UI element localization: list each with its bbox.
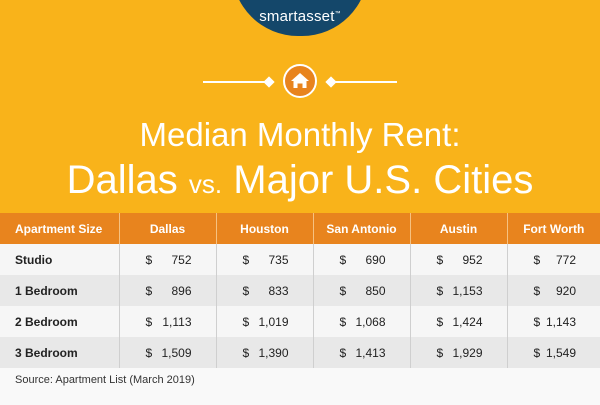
rent-cell: $1,068 bbox=[313, 306, 411, 337]
rent-value: 920 bbox=[555, 283, 576, 298]
title-line-1: Median Monthly Rent: bbox=[139, 116, 461, 153]
rent-value: 1,390 bbox=[258, 345, 289, 360]
currency-symbol: $ bbox=[242, 314, 250, 329]
rent-cell: $1,143 bbox=[507, 306, 600, 337]
source-note: Source: Apartment List (March 2019) bbox=[15, 374, 195, 386]
rent-value: 1,413 bbox=[355, 345, 386, 360]
rent-value: 833 bbox=[268, 283, 289, 298]
rent-table: Apartment Size Dallas Houston San Antonio Au… bbox=[0, 213, 600, 368]
rent-cell: $1,113 bbox=[119, 306, 217, 337]
currency-symbol: $ bbox=[145, 314, 153, 329]
title-vs: vs. bbox=[188, 169, 223, 199]
divider-diamond-right bbox=[325, 76, 337, 88]
currency-symbol: $ bbox=[242, 345, 250, 360]
currency-symbol: $ bbox=[145, 252, 153, 267]
table-row: 2 Bedroom $1,113 $1,019 $1,068 $1,424 $1,143 bbox=[0, 306, 600, 337]
rent-value: 850 bbox=[365, 283, 386, 298]
rent-value: 1,153 bbox=[452, 283, 483, 298]
rent-cell: $1,413 bbox=[313, 337, 411, 368]
rent-value: 1,068 bbox=[355, 314, 386, 329]
table-row: Studio $752 $735 $690 $952 $772 bbox=[0, 244, 600, 275]
currency-symbol: $ bbox=[436, 283, 444, 298]
divider-diamond-left bbox=[263, 76, 275, 88]
table-body: Studio $752 $735 $690 $952 $772 1 Bedroom $896 $… bbox=[0, 244, 600, 368]
currency-symbol: $ bbox=[533, 252, 541, 267]
rent-cell: $952 bbox=[410, 244, 508, 275]
rent-cell: $1,390 bbox=[216, 337, 314, 368]
table-row: 1 Bedroom $896 $833 $850 $1,153 $920 bbox=[0, 275, 600, 306]
rent-cell: $850 bbox=[313, 275, 411, 306]
rent-cell: $833 bbox=[216, 275, 314, 306]
rent-value: 735 bbox=[268, 252, 289, 267]
logo-text: smartasset bbox=[259, 8, 335, 25]
rent-cell: $1,424 bbox=[410, 306, 508, 337]
currency-symbol: $ bbox=[242, 283, 250, 298]
rent-value: 1,424 bbox=[452, 314, 483, 329]
currency-symbol: $ bbox=[436, 252, 444, 267]
column-header-austin: Austin bbox=[410, 213, 508, 244]
row-label: 1 Bedroom bbox=[0, 275, 120, 306]
rent-value: 1,549 bbox=[545, 345, 576, 360]
rent-cell: $920 bbox=[507, 275, 600, 306]
currency-symbol: $ bbox=[339, 345, 347, 360]
column-header-san-antonio: San Antonio bbox=[313, 213, 411, 244]
title-city: Dallas bbox=[66, 158, 178, 202]
title-comparison: Major U.S. Cities bbox=[233, 158, 534, 202]
rent-value: 1,113 bbox=[162, 314, 192, 329]
table-header-row: Apartment Size Dallas Houston San Antonio Au… bbox=[0, 213, 600, 244]
smartasset-logo: smartasset™ bbox=[232, 0, 368, 36]
rent-value: 896 bbox=[171, 283, 192, 298]
column-header-dallas: Dallas bbox=[119, 213, 217, 244]
rent-cell: $1,509 bbox=[119, 337, 217, 368]
rent-cell: $735 bbox=[216, 244, 314, 275]
divider-left bbox=[203, 81, 273, 83]
row-label: 2 Bedroom bbox=[0, 306, 120, 337]
rent-cell: $690 bbox=[313, 244, 411, 275]
rent-cell: $772 bbox=[507, 244, 600, 275]
rent-value: 690 bbox=[365, 252, 386, 267]
column-header-fort-worth: Fort Worth bbox=[507, 213, 600, 244]
title-line-2: Dallas vs. Major U.S. Cities bbox=[0, 158, 600, 206]
currency-symbol: $ bbox=[145, 345, 153, 360]
currency-symbol: $ bbox=[436, 314, 444, 329]
rent-value: 952 bbox=[462, 252, 483, 267]
logo-trademark: ™ bbox=[334, 11, 341, 17]
rent-cell: $752 bbox=[119, 244, 217, 275]
currency-symbol: $ bbox=[339, 314, 347, 329]
table-row: 3 Bedroom $1,509 $1,390 $1,413 $1,929 $1,549 bbox=[0, 337, 600, 368]
rent-value: 752 bbox=[171, 252, 192, 267]
row-label: 3 Bedroom bbox=[0, 337, 120, 368]
currency-symbol: $ bbox=[339, 252, 347, 267]
currency-symbol: $ bbox=[436, 345, 444, 360]
currency-symbol: $ bbox=[242, 252, 250, 267]
rent-value: 1,929 bbox=[452, 345, 483, 360]
column-header-apartment-size: Apartment Size bbox=[0, 213, 120, 244]
rent-value: 772 bbox=[555, 252, 576, 267]
home-icon bbox=[283, 64, 317, 98]
currency-symbol: $ bbox=[533, 283, 541, 298]
rent-cell: $1,549 bbox=[507, 337, 600, 368]
column-header-houston: Houston bbox=[216, 213, 314, 244]
header-banner: smartasset™ Median Monthly Rent: Dallas … bbox=[0, 0, 600, 213]
rent-cell: $1,929 bbox=[410, 337, 508, 368]
rent-value: 1,143 bbox=[545, 314, 576, 329]
rent-cell: $1,153 bbox=[410, 275, 508, 306]
row-label: Studio bbox=[0, 244, 120, 275]
rent-cell: $896 bbox=[119, 275, 217, 306]
rent-value: 1,509 bbox=[161, 345, 192, 360]
currency-symbol: $ bbox=[145, 283, 153, 298]
rent-cell: $1,019 bbox=[216, 306, 314, 337]
divider-right bbox=[327, 81, 397, 83]
currency-symbol: $ bbox=[339, 283, 347, 298]
currency-symbol: $ bbox=[533, 314, 541, 329]
currency-symbol: $ bbox=[533, 345, 541, 360]
rent-value: 1,019 bbox=[258, 314, 289, 329]
